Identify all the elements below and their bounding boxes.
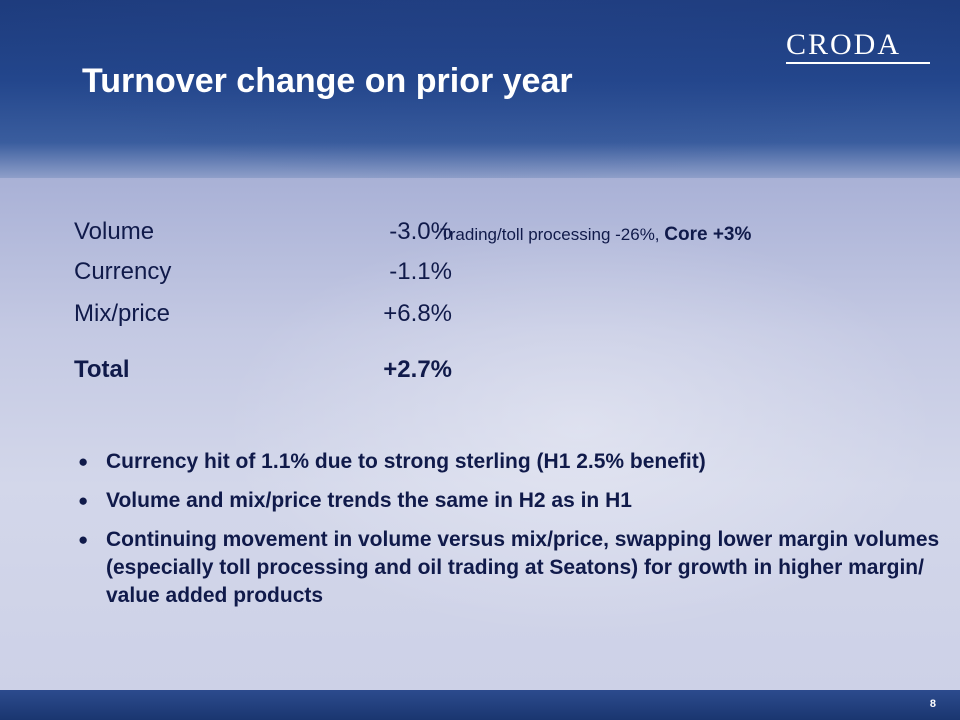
- bullet-item: ● Volume and mix/price trends the same i…: [76, 487, 946, 515]
- volume-note-core: Core +3%: [664, 224, 752, 245]
- volume-note-text: Trading/toll processing -26%,: [440, 225, 665, 244]
- row-label: Mix/price: [74, 300, 171, 327]
- bullet-list: ● Currency hit of 1.1% due to strong ste…: [76, 448, 946, 621]
- total-label: Total: [74, 356, 130, 383]
- volume-note: Trading/toll processing -26%, Core +3%: [440, 224, 751, 246]
- row-value: -1.1%: [389, 258, 452, 285]
- bullet-text: Volume and mix/price trends the same in …: [106, 489, 632, 512]
- total-value: +2.7%: [383, 356, 452, 383]
- bullet-text: Currency hit of 1.1% due to strong sterl…: [106, 450, 706, 473]
- page-number: 8: [929, 698, 936, 710]
- row-label: Currency: [74, 258, 172, 285]
- bullet-dot-icon: ●: [78, 452, 89, 471]
- bullet-dot-icon: ●: [78, 491, 89, 510]
- logo-text: CRODA: [786, 28, 902, 61]
- row-value: +6.8%: [383, 300, 452, 327]
- slide-title: Turnover change on prior year: [82, 62, 573, 100]
- bullet-item: ● Continuing movement in volume versus m…: [76, 526, 946, 610]
- row-value: -3.0%: [389, 218, 452, 245]
- body-glow-decoration: [220, 218, 940, 638]
- row-label: Volume: [74, 218, 155, 245]
- slide-body-background: [0, 178, 960, 690]
- slide-header: [0, 0, 960, 178]
- croda-logo: CRODA: [786, 30, 932, 66]
- bullet-text: Continuing movement in volume versus mix…: [106, 528, 940, 607]
- table-row-currency: Currency -1.1%: [74, 258, 934, 294]
- bullet-item: ● Currency hit of 1.1% due to strong ste…: [76, 448, 946, 476]
- table-row-volume: Volume -3.0% Trading/toll processing -26…: [74, 218, 934, 254]
- table-row-total: Total +2.7%: [74, 356, 934, 392]
- bullet-dot-icon: ●: [78, 530, 89, 549]
- slide-footer: 8: [0, 690, 960, 720]
- logo-underline: [786, 62, 930, 64]
- header-arc-decoration: [0, 0, 960, 178]
- table-row-mix-price: Mix/price +6.8%: [74, 300, 934, 336]
